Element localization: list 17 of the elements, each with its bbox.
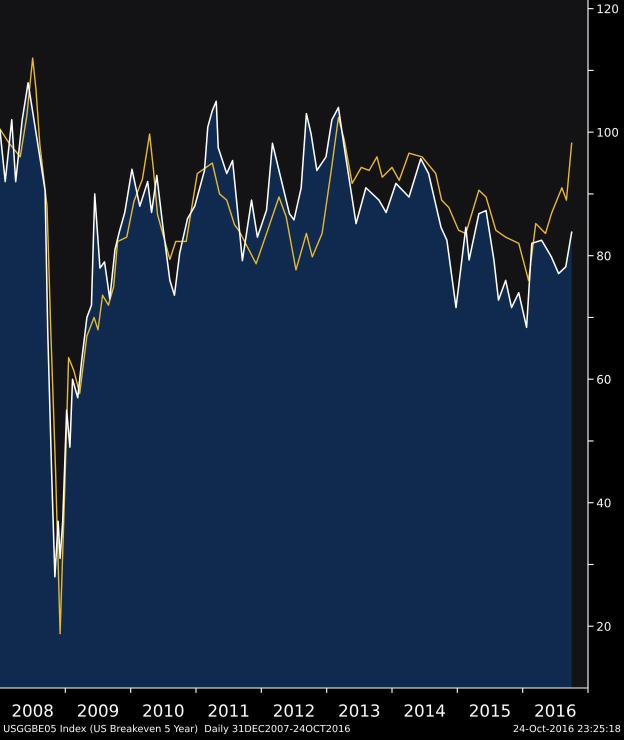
- x-tick-label: 2012: [274, 704, 314, 717]
- y-tick-label: 40: [596, 498, 611, 508]
- x-tick-label: 2015: [470, 704, 510, 717]
- text: 24-Oct-2016 23:25:18: [514, 724, 620, 732]
- text: USGGBE05 Index (US Breakeven 5 Year) Daily 31DEC2007-24OCT2016: [4, 724, 350, 734]
- x-tick-label: 2014: [404, 704, 445, 717]
- x-tick-label: 2016: [535, 704, 576, 717]
- x-tick-label: 2011: [208, 704, 248, 717]
- y-tick-label: 100: [598, 128, 618, 137]
- y-tick-label: 80: [597, 251, 611, 260]
- x-tick-label: 2008: [12, 704, 53, 717]
- y-tick-label: 120: [598, 4, 618, 14]
- x-tick-label: 2009: [78, 704, 118, 717]
- y-tick-label: 60: [597, 374, 611, 384]
- x-tick-label: 2013: [339, 704, 380, 717]
- y-tick-label: 20: [597, 622, 611, 631]
- x-tick-label: 2010: [143, 704, 184, 717]
